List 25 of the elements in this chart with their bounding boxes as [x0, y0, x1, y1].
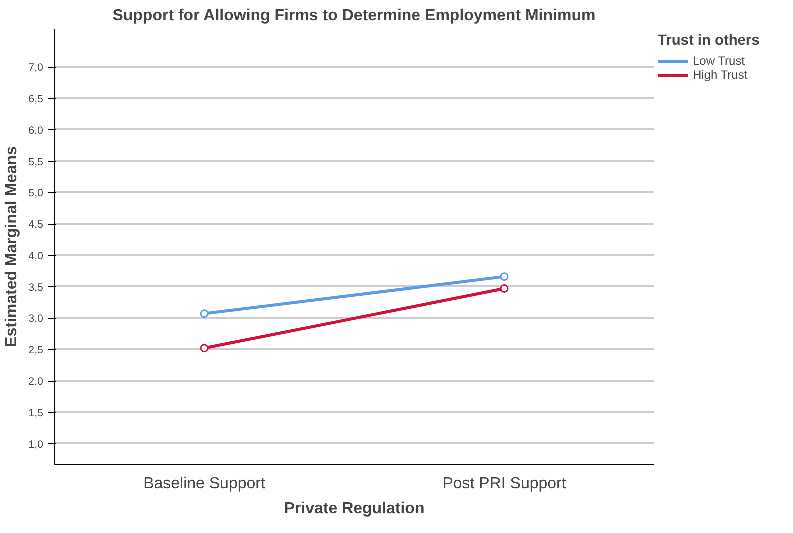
y-tick-label: 5,0	[28, 188, 44, 200]
y-axis-title: Estimated Marginal Means	[4, 146, 21, 348]
y-tick-label: 4,0	[28, 250, 44, 262]
y-tick-label: 6,5	[28, 94, 44, 106]
y-tick-label: 7,0	[28, 62, 44, 74]
legend-title: Trust in others	[658, 33, 760, 49]
point	[500, 284, 509, 293]
legend-label: Low Trust	[693, 54, 746, 68]
legend-label: High Trust	[693, 68, 748, 82]
y-tick-label: 3,0	[28, 313, 44, 326]
y-tick-label: 6,0	[28, 124, 44, 137]
y-tick-label: 4,5	[28, 219, 44, 232]
chart-title: Support for Allowing Firms to Determine Employment Minimum	[112, 8, 596, 24]
y-tick-label: 1,5	[28, 407, 44, 420]
y-tick-label: 1,0	[28, 438, 44, 451]
y-tick-label: 2,0	[28, 376, 44, 388]
y-tick-label: 3,5	[28, 282, 44, 294]
x-tick-label: Baseline Support	[144, 476, 266, 492]
y-tick-label: 2,5	[28, 344, 44, 357]
point	[200, 344, 209, 353]
x-axis-title: Private Regulation	[284, 500, 425, 518]
point	[200, 310, 209, 318]
x-tick-label: Post PRI Support	[442, 476, 567, 492]
y-tick-label: 5,5	[28, 156, 44, 168]
point	[500, 272, 509, 282]
